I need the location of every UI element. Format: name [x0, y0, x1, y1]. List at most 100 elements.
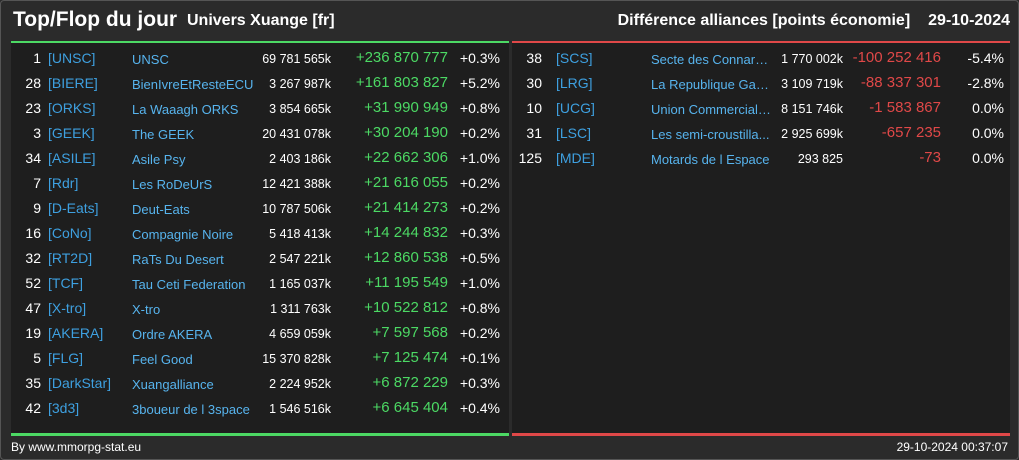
percent-cell: +0.4% — [459, 400, 500, 416]
page-title: Top/Flop du jour — [13, 8, 178, 31]
rank-cell: 10 — [526, 100, 542, 116]
alliance-name-link[interactable]: Union Commerciale... — [651, 102, 771, 117]
alliance-name-link[interactable]: Les semi-croustilla... — [651, 127, 770, 142]
difference-cell: +10 522 812 — [364, 299, 448, 316]
source-credit: By www.mmorpg-stat.eu — [11, 440, 142, 454]
alliance-tag-link[interactable]: [ASILE] — [48, 150, 96, 166]
alliance-name-link[interactable]: Deut-Eats — [132, 202, 190, 217]
points-cell: 12 421 388k — [262, 177, 331, 191]
alliance-tag-link[interactable]: [Rdr] — [48, 175, 79, 191]
percent-cell: +1.0% — [459, 275, 500, 291]
alliance-tag-link[interactable]: [TCF] — [48, 275, 83, 291]
rank-cell: 7 — [33, 175, 41, 191]
rank-cell: 28 — [25, 75, 41, 91]
percent-cell: +0.8% — [459, 100, 500, 116]
rank-cell: 30 — [526, 75, 542, 91]
top-row: 42 [3d3] 3boueur de l 3space 1 546 516k +6 6… — [11, 398, 509, 423]
difference-cell: +21 616 055 — [364, 174, 448, 191]
alliance-tag-link[interactable]: [UNSC] — [48, 50, 96, 66]
difference-cell: -1 583 867 — [869, 99, 941, 116]
alliance-tag-link[interactable]: [LSC] — [556, 125, 592, 141]
points-cell: 2 925 699k — [781, 127, 843, 141]
alliance-name-link[interactable]: Ordre AKERA — [132, 327, 213, 342]
top-row: 7 [Rdr] Les RoDeUrS 12 421 388k +21 616 055 +… — [11, 173, 509, 198]
alliance-name-link[interactable]: UNSC — [132, 52, 169, 67]
rank-cell: 16 — [25, 225, 41, 241]
difference-cell: +236 870 777 — [355, 49, 448, 66]
top-row: 35 [DarkStar] Xuangalliance 2 224 952k +6 87… — [11, 373, 509, 398]
alliance-tag-link[interactable]: [LRG] — [556, 75, 593, 91]
alliance-tag-link[interactable]: [SCS] — [556, 50, 593, 66]
top-row: 34 [ASILE] Asile Psy 2 403 186k +22 662 306 +… — [11, 148, 509, 173]
points-cell: 5 418 413k — [269, 227, 331, 241]
alliance-name-link[interactable]: BienIvreEtResteECU — [132, 77, 254, 92]
difference-cell: -657 235 — [881, 124, 941, 141]
alliance-name-link[interactable]: Feel Good — [132, 352, 193, 367]
flop-row: 125 [MDE] Motards de l Espace 293 825 -73 0.0… — [512, 148, 1010, 173]
difference-cell: -73 — [919, 149, 941, 166]
points-cell: 1 546 516k — [269, 402, 331, 416]
alliance-name-link[interactable]: Motards de l Espace — [651, 152, 770, 167]
alliance-name-link[interactable]: Compagnie Noire — [132, 227, 234, 242]
points-cell: 1 165 037k — [269, 277, 331, 291]
points-cell: 69 781 565k — [262, 52, 331, 66]
alliance-tag-link[interactable]: [BIERE] — [48, 75, 98, 91]
alliance-tag-link[interactable]: [3d3] — [48, 400, 80, 416]
alliance-name-link[interactable]: Tau Ceti Federation — [132, 277, 246, 292]
header-date: 29-10-2024 — [928, 12, 1010, 29]
difference-cell: +30 204 190 — [364, 124, 448, 141]
alliance-tag-link[interactable]: [CoNo] — [48, 225, 92, 241]
alliance-tag-link[interactable]: [ORKS] — [48, 100, 96, 116]
points-cell: 4 659 059k — [269, 327, 331, 341]
percent-cell: +0.5% — [459, 250, 500, 266]
points-cell: 1 770 002k — [781, 52, 843, 66]
rank-cell: 125 — [518, 150, 542, 166]
alliance-tag-link[interactable]: [FLG] — [48, 350, 84, 366]
difference-cell: +22 662 306 — [364, 149, 448, 166]
alliance-name-link[interactable]: X-tro — [132, 302, 161, 317]
percent-cell: +0.8% — [459, 300, 500, 316]
alliance-name-link[interactable]: Les RoDeUrS — [132, 177, 213, 192]
alliance-tag-link[interactable]: [DarkStar] — [48, 375, 112, 391]
flop-row: 38 [SCS] Secte des Connard... 1 770 002k -10… — [512, 48, 1010, 73]
percent-cell: 0.0% — [972, 125, 1004, 141]
points-cell: 2 547 221k — [269, 252, 331, 266]
difference-cell: +31 990 949 — [364, 99, 448, 116]
rank-cell: 23 — [25, 100, 41, 116]
top-row: 19 [AKERA] Ordre AKERA 4 659 059k +7 597 568… — [11, 323, 509, 348]
rank-cell: 35 — [25, 375, 41, 391]
rank-cell: 1 — [33, 50, 41, 66]
alliance-name-link[interactable]: The GEEK — [132, 127, 195, 142]
difference-cell: +6 872 229 — [372, 374, 449, 391]
alliance-tag-link[interactable]: [X-tro] — [48, 300, 87, 316]
rank-cell: 32 — [25, 250, 41, 266]
alliance-tag-link[interactable]: [UCG] — [556, 100, 595, 116]
percent-cell: +0.2% — [459, 175, 500, 191]
difference-cell: +7 597 568 — [372, 324, 449, 341]
header: Top/Flop du jour Univers Xuange [fr] Dif… — [1, 1, 1019, 41]
points-cell: 10 787 506k — [262, 202, 331, 216]
percent-cell: -5.4% — [967, 50, 1004, 66]
alliance-tag-link[interactable]: [AKERA] — [48, 325, 104, 341]
alliance-tag-link[interactable]: [D-Eats] — [48, 200, 99, 216]
alliance-tag-link[interactable]: [RT2D] — [48, 250, 93, 266]
top-row: 32 [RT2D] RaTs Du Desert 2 547 221k +12 860 … — [11, 248, 509, 273]
difference-cell: -100 252 416 — [852, 49, 941, 66]
alliance-name-link[interactable]: La Republique Gala... — [651, 77, 771, 92]
percent-cell: +0.2% — [459, 200, 500, 216]
percent-cell: +5.2% — [459, 75, 500, 91]
difference-cell: +21 414 273 — [364, 199, 448, 216]
alliance-name-link[interactable]: La Waaagh ORKS — [132, 102, 239, 117]
alliance-name-link[interactable]: 3boueur de l 3space — [132, 402, 250, 417]
alliance-name-link[interactable]: RaTs Du Desert — [132, 252, 224, 267]
top-panel: 1 [UNSC] UNSC 69 781 565k +236 870 777 +0.3% 2… — [11, 41, 509, 436]
rank-cell: 38 — [526, 50, 542, 66]
alliance-tag-link[interactable]: [MDE] — [556, 150, 595, 166]
subtitle: Différence alliances [points économie] — [617, 12, 911, 29]
points-cell: 8 151 746k — [781, 102, 843, 116]
alliance-name-link[interactable]: Xuangalliance — [132, 377, 214, 392]
rank-cell: 3 — [33, 125, 41, 141]
alliance-name-link[interactable]: Secte des Connard... — [651, 52, 771, 67]
alliance-name-link[interactable]: Asile Psy — [132, 152, 186, 167]
alliance-tag-link[interactable]: [GEEK] — [48, 125, 95, 141]
